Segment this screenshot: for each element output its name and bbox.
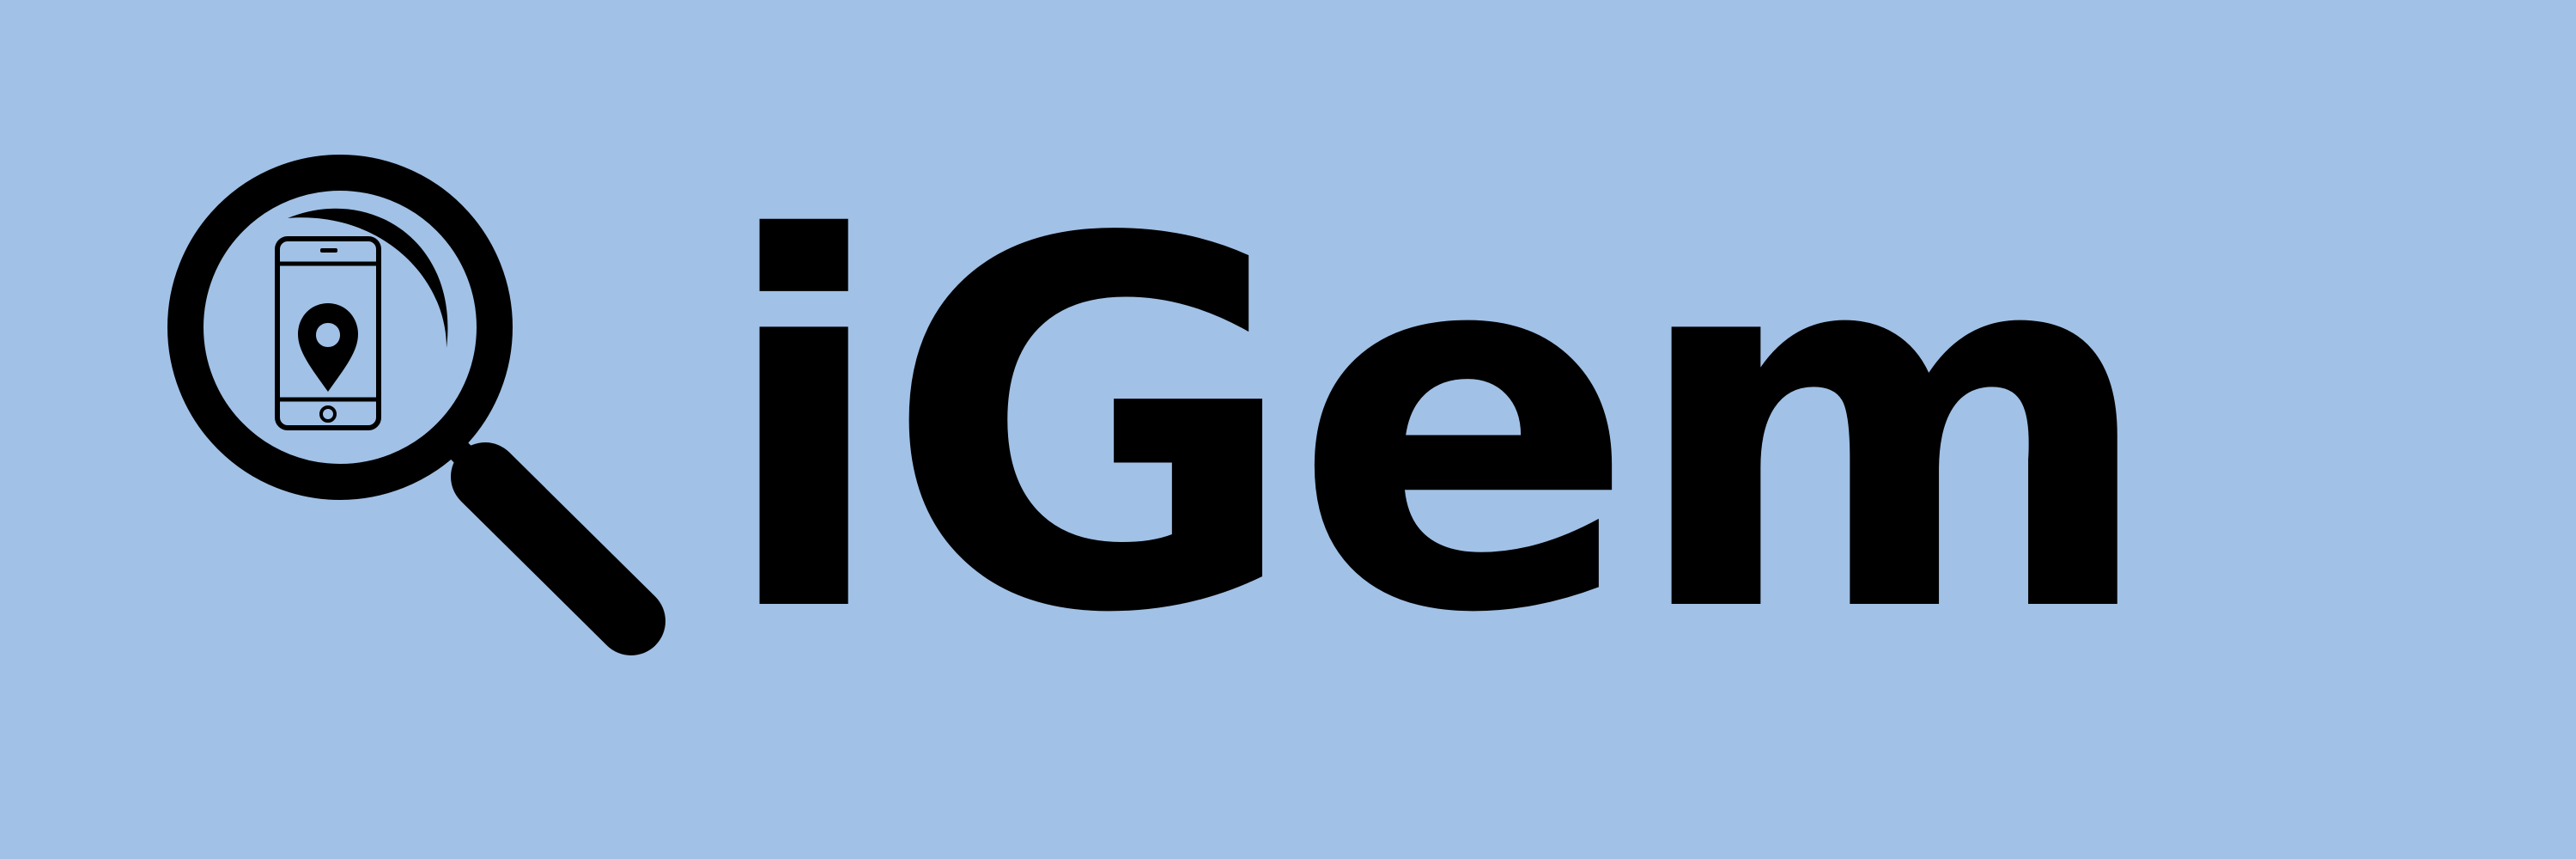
magnifier-handle	[451, 442, 665, 655]
phone-icon	[275, 236, 381, 430]
phone-speaker	[320, 248, 337, 253]
magnifier-phone-location-icon	[167, 155, 665, 655]
magnifier-ring	[167, 155, 513, 500]
inner-arc	[288, 208, 448, 348]
location-pin-icon	[298, 303, 358, 392]
brand-wordmark: iGem	[717, 134, 2157, 724]
phone-home-button	[319, 405, 337, 423]
